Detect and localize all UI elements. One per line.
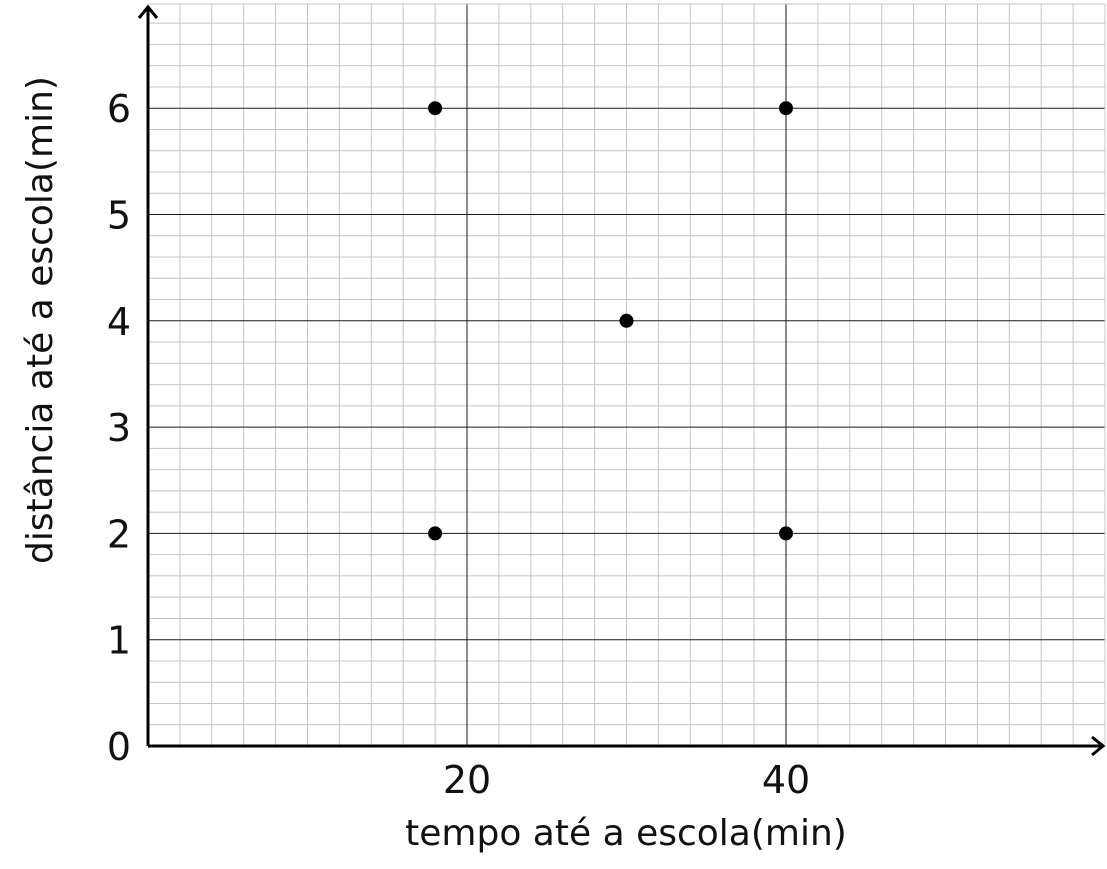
y-tick-label: 0: [107, 725, 131, 769]
x-tick-label: 20: [443, 758, 491, 802]
data-point: [619, 313, 634, 328]
axes: [137, 4, 1106, 757]
y-tick-label: 5: [107, 194, 131, 238]
tick-labels: 0 1 2 3 4 5 6 20 40: [107, 87, 810, 802]
x-axis-arrow-icon: [1091, 735, 1106, 757]
x-axis-label: tempo até a escola(min): [405, 813, 847, 854]
data-point: [779, 526, 793, 541]
data-point: [779, 101, 793, 116]
y-axis-arrow-icon: [137, 4, 159, 19]
y-tick-label: 6: [107, 87, 131, 131]
data-point: [428, 526, 443, 541]
y-axis-label: distância até a escola(min): [20, 76, 61, 564]
data-point: [428, 101, 443, 116]
y-tick-label: 4: [107, 300, 131, 344]
data-points: [428, 101, 793, 541]
y-tick-label: 2: [107, 512, 131, 556]
y-tick-label: 1: [107, 619, 131, 663]
grid: [148, 3, 1106, 746]
y-tick-label: 3: [107, 406, 131, 450]
x-tick-label: 40: [762, 758, 810, 802]
